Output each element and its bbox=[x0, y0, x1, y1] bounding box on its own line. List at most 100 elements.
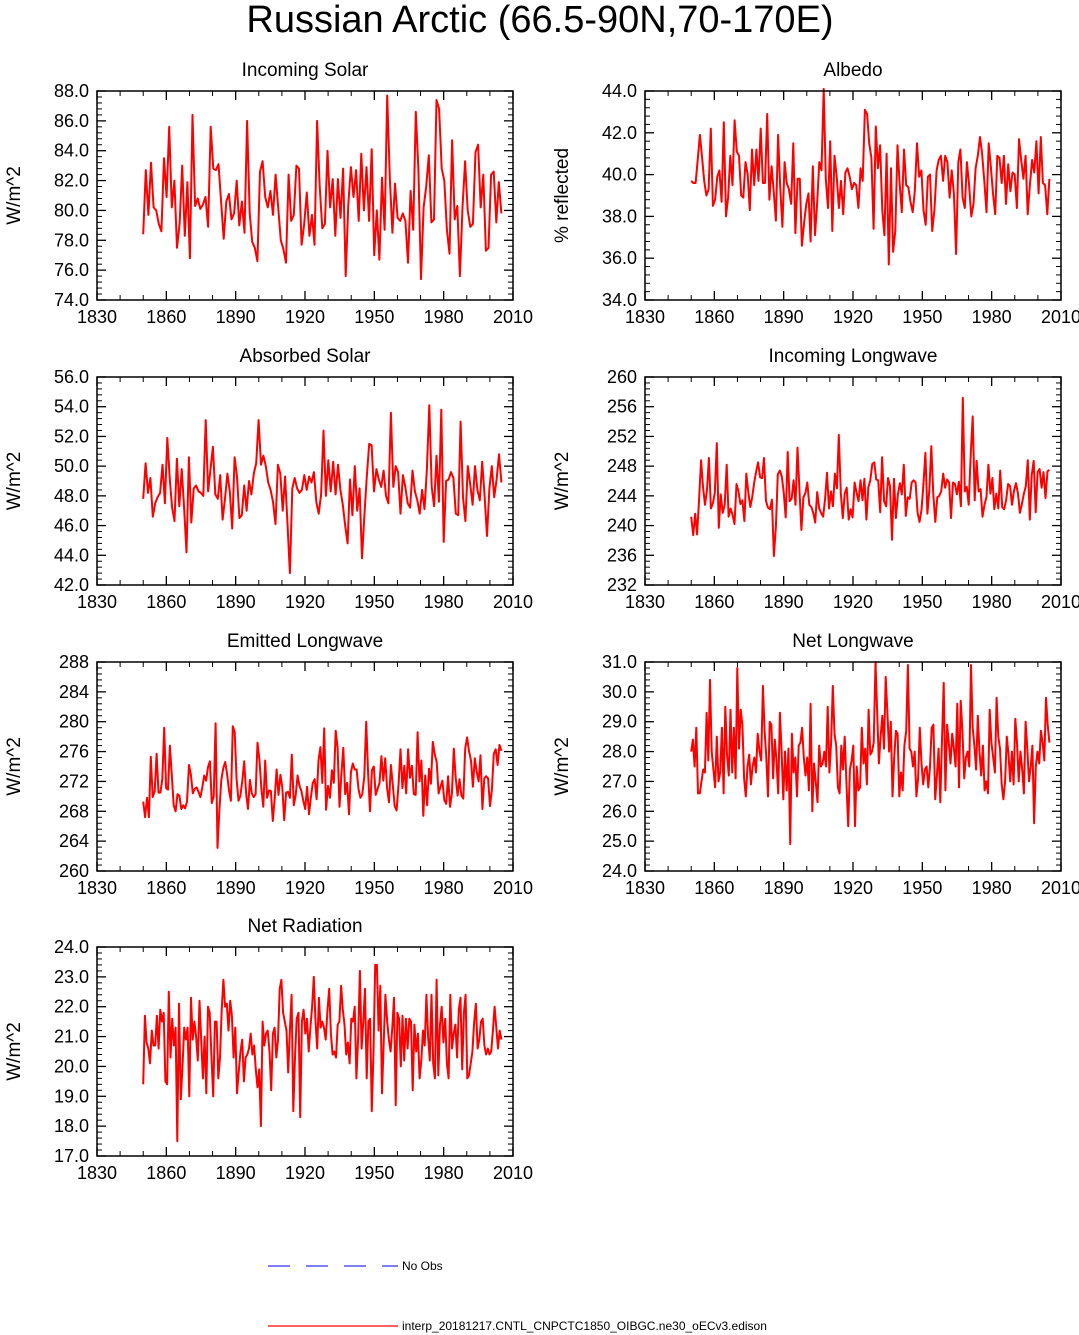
x-tick-label: 1980 bbox=[424, 307, 464, 327]
x-tick-label: 1830 bbox=[625, 592, 665, 612]
y-tick-label: 272 bbox=[59, 771, 89, 791]
y-tick-label: 54.0 bbox=[54, 397, 89, 417]
x-tick-label: 2010 bbox=[493, 307, 533, 327]
panel-incoming-longwave: Incoming Longwave W/m^2 1830 1860 1890 1920 19… bbox=[552, 346, 1079, 612]
x-tick-label: 2010 bbox=[1041, 592, 1079, 612]
x-tick-label: 1830 bbox=[77, 1163, 117, 1183]
panel-title: Albedo bbox=[823, 60, 882, 81]
y-tick-label: 20.0 bbox=[54, 1056, 89, 1076]
x-tick-label: 1920 bbox=[833, 307, 873, 327]
x-tick-label: 1920 bbox=[285, 1163, 325, 1183]
y-tick-label: 24.0 bbox=[602, 861, 637, 881]
x-tick-label: 1890 bbox=[216, 1163, 256, 1183]
x-tick-label: 1890 bbox=[216, 307, 256, 327]
y-tick-label: 25.0 bbox=[602, 831, 637, 851]
x-tick-label: 1890 bbox=[216, 878, 256, 898]
y-tick-label: 240 bbox=[607, 516, 637, 536]
x-tick-label: 1950 bbox=[902, 307, 942, 327]
plot-frame bbox=[96, 376, 514, 586]
y-tick-label: 30.0 bbox=[602, 682, 637, 702]
plot-frame bbox=[96, 90, 514, 301]
panel-emitted-longwave: Emitted Longwave W/m^2 1830 1860 1890 1920 195… bbox=[4, 631, 533, 898]
series-line bbox=[142, 720, 503, 849]
x-tick-label: 1920 bbox=[285, 878, 325, 898]
panel-title: Net Longwave bbox=[792, 631, 913, 652]
legend-obs-label: No Obs bbox=[402, 1259, 443, 1273]
y-tick-label: 22.0 bbox=[54, 997, 89, 1017]
x-tick-label: 1890 bbox=[764, 307, 804, 327]
panels: Incoming Solar W/m^2 1830 1860 1890 1920 1950 1… bbox=[4, 60, 1079, 1183]
y-tick-label: 50.0 bbox=[54, 456, 89, 476]
x-tick-label: 1830 bbox=[77, 592, 117, 612]
x-tick-label: 1860 bbox=[146, 878, 186, 898]
y-tick-label: 80.0 bbox=[54, 200, 89, 220]
x-tick-label: 1890 bbox=[764, 592, 804, 612]
y-tick-label: 260 bbox=[59, 861, 89, 881]
y-tick-label: 232 bbox=[607, 575, 637, 595]
y-tick-label: 24.0 bbox=[54, 937, 89, 957]
panel-title: Incoming Longwave bbox=[769, 346, 938, 367]
x-tick-label: 1950 bbox=[902, 878, 942, 898]
y-tick-label: 40.0 bbox=[602, 165, 637, 185]
y-tick-label: 88.0 bbox=[54, 81, 89, 101]
x-tick-label: 1950 bbox=[354, 307, 394, 327]
y-tick-label: 280 bbox=[59, 712, 89, 732]
x-tick-label: 1860 bbox=[146, 1163, 186, 1183]
plot-frame bbox=[644, 661, 1062, 872]
y-tick-label: 84.0 bbox=[54, 141, 89, 161]
y-tick-label: 38.0 bbox=[602, 206, 637, 226]
panel-title: Absorbed Solar bbox=[240, 346, 372, 367]
series-line bbox=[142, 94, 503, 281]
y-tick-label: 19.0 bbox=[54, 1086, 89, 1106]
y-tick-label: 28.0 bbox=[602, 742, 637, 762]
x-tick-label: 1920 bbox=[285, 592, 325, 612]
panel-albedo: Albedo % reflected 1830 1860 1890 1920 1950 198… bbox=[552, 60, 1079, 327]
y-tick-label: 52.0 bbox=[54, 426, 89, 446]
x-tick-label: 2010 bbox=[1041, 307, 1079, 327]
x-tick-label: 1860 bbox=[694, 307, 734, 327]
y-tick-label: 78.0 bbox=[54, 230, 89, 250]
y-tick-label: 17.0 bbox=[54, 1146, 89, 1166]
x-tick-label: 1860 bbox=[694, 592, 734, 612]
y-axis-label: W/m^2 bbox=[4, 452, 25, 511]
x-tick-label: 1980 bbox=[424, 878, 464, 898]
series-line bbox=[142, 404, 503, 575]
x-tick-label: 1980 bbox=[972, 878, 1012, 898]
panel-net-radiation: Net Radiation W/m^2 1830 1860 1890 1920 1950 19… bbox=[4, 916, 533, 1183]
y-tick-label: 236 bbox=[607, 545, 637, 565]
x-tick-label: 1950 bbox=[354, 592, 394, 612]
x-tick-label: 2010 bbox=[493, 878, 533, 898]
y-tick-label: 74.0 bbox=[54, 290, 89, 310]
x-tick-label: 1830 bbox=[77, 878, 117, 898]
panel-absorbed-solar: Absorbed Solar W/m^2 1830 1860 1890 1920 1950 1… bbox=[4, 346, 533, 612]
x-tick-label: 1890 bbox=[764, 878, 804, 898]
y-tick-label: 21.0 bbox=[54, 1027, 89, 1047]
x-tick-label: 1920 bbox=[833, 592, 873, 612]
x-tick-label: 1860 bbox=[146, 592, 186, 612]
y-tick-label: 244 bbox=[607, 486, 637, 506]
x-tick-label: 1980 bbox=[424, 592, 464, 612]
y-tick-label: 26.0 bbox=[602, 801, 637, 821]
x-tick-label: 2010 bbox=[1041, 878, 1079, 898]
y-axis-label: W/m^2 bbox=[4, 166, 25, 225]
y-tick-label: 248 bbox=[607, 456, 637, 476]
y-tick-label: 276 bbox=[59, 742, 89, 762]
y-tick-label: 252 bbox=[607, 426, 637, 446]
figure-title: Russian Arctic (66.5-90N,70-170E) bbox=[246, 0, 833, 41]
y-tick-label: 44.0 bbox=[54, 545, 89, 565]
y-tick-label: 268 bbox=[59, 801, 89, 821]
y-tick-label: 260 bbox=[607, 367, 637, 387]
y-tick-label: 76.0 bbox=[54, 260, 89, 280]
y-tick-label: 288 bbox=[59, 652, 89, 672]
y-tick-label: 31.0 bbox=[602, 652, 637, 672]
plot-frame bbox=[644, 376, 1062, 586]
panel-title: Emitted Longwave bbox=[227, 631, 383, 652]
panel-title: Incoming Solar bbox=[242, 60, 369, 81]
plot-frame bbox=[96, 946, 514, 1157]
panel-incoming-solar: Incoming Solar W/m^2 1830 1860 1890 1920 1950 1… bbox=[4, 60, 533, 327]
x-tick-label: 1920 bbox=[833, 878, 873, 898]
x-tick-label: 1980 bbox=[972, 307, 1012, 327]
y-tick-label: 27.0 bbox=[602, 771, 637, 791]
y-axis-label: W/m^2 bbox=[552, 737, 573, 796]
